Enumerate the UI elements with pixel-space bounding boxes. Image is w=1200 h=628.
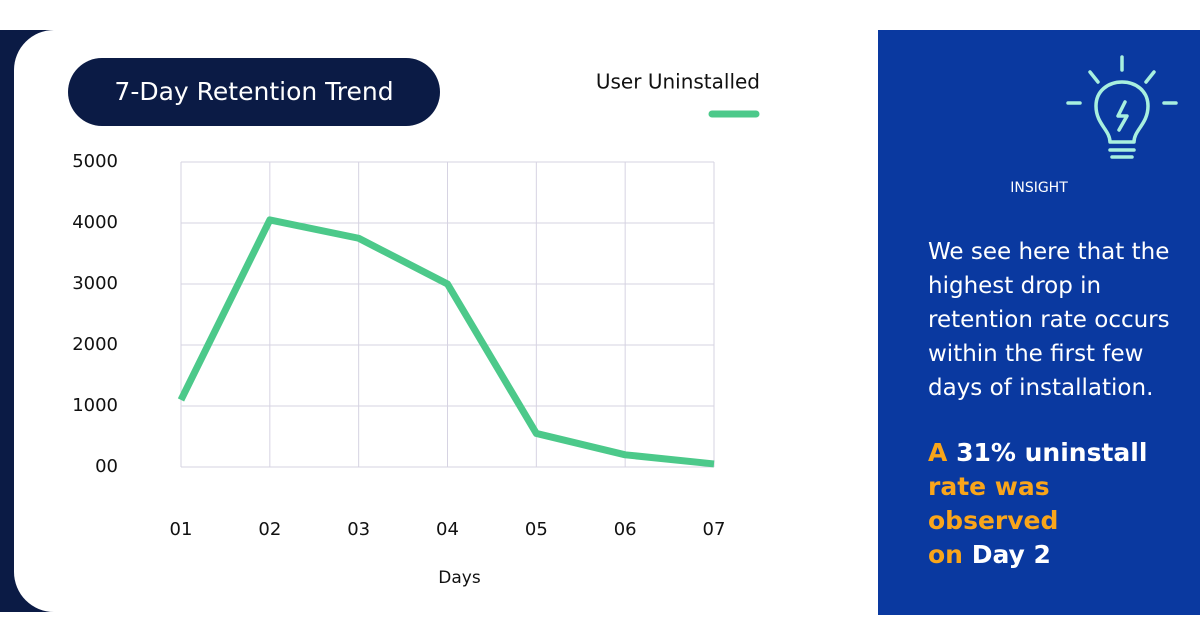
y-tick-label: 2000 (72, 334, 118, 355)
x-tick-label: 05 (525, 519, 548, 540)
y-tick-label: 00 (95, 456, 118, 477)
highlight-line: on Day 2 (928, 538, 1147, 572)
x-tick-label: 03 (347, 519, 370, 540)
insight-line: highest drop in (928, 273, 1102, 299)
x-tick-label: 02 (258, 519, 281, 540)
title-pill (68, 58, 440, 126)
insight-line: We see here that the (928, 239, 1170, 265)
highlight-text: rate was (928, 472, 1050, 501)
insight-label: INSIGHT (1010, 180, 1068, 196)
data-line (177, 216, 715, 468)
chart-title: 7-Day Retention Trend (114, 77, 393, 106)
insight-line: within the first few (928, 341, 1144, 367)
y-tick-label: 4000 (72, 212, 118, 233)
highlight-text: observed (928, 506, 1059, 535)
highlight-text: 31% uninstall (956, 438, 1148, 467)
insight-text: We see here that the highest drop in reten… (928, 235, 1170, 405)
highlight-text: Day 2 (971, 540, 1051, 569)
x-tick-label: 01 (170, 519, 193, 540)
chart: 7-Day Retention Trend 00 1000 2000 3000 4000… (0, 30, 760, 612)
x-tick-label: 06 (614, 519, 637, 540)
x-tick-label: 04 (436, 519, 459, 540)
insight-line: retention rate occurs (928, 307, 1170, 333)
legend-label: User Uninstalled (596, 70, 760, 94)
bulb-icon (1066, 55, 1178, 159)
y-tick-label: 3000 (72, 273, 118, 294)
insight-line: days of installation. (928, 375, 1154, 401)
highlight-text: on (928, 540, 963, 569)
highlight-line: A 31% uninstall (928, 436, 1147, 470)
insight-highlight: A 31% uninstall rate was observed on Day 2 (928, 436, 1147, 572)
y-tick-label: 5000 (72, 151, 118, 172)
highlight-line: observed (928, 504, 1147, 538)
insight-panel: INSIGHT We see here that the highest drop… (878, 30, 1200, 615)
x-axis-label: Days (438, 568, 481, 588)
y-tick-label: 1000 (72, 395, 118, 416)
highlight-text: A (928, 438, 948, 467)
highlight-line: rate was (928, 470, 1147, 504)
x-tick-label: 07 (703, 519, 726, 540)
